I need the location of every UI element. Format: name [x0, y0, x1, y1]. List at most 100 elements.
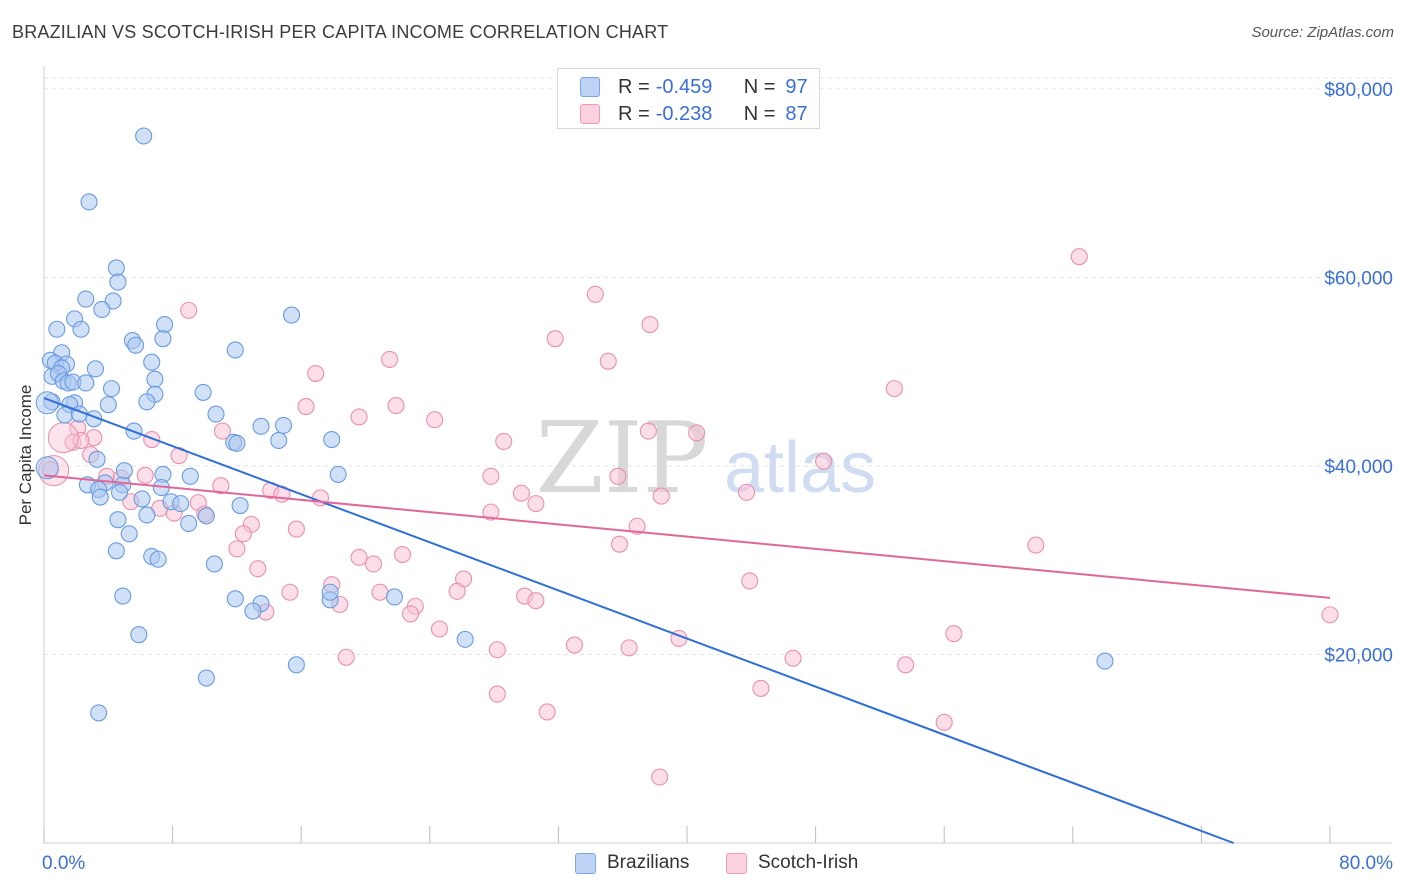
legend-r-value: -0.238 [655, 102, 713, 125]
scotch-irish-point [495, 432, 513, 450]
y-tick-label: $20,000 [1324, 645, 1393, 666]
y-tick-label: $40,000 [1324, 457, 1393, 478]
brazilian-points [35, 127, 1114, 722]
scotch-irish-point [482, 467, 500, 485]
series-legend-scotch-irish: Scotch-Irish [726, 852, 858, 874]
legend-n-label: N = [743, 75, 776, 98]
scotch-irish-point [249, 560, 267, 578]
brazilian-point [270, 431, 288, 450]
brazilian-point [80, 193, 98, 211]
brazilian-point [329, 465, 347, 483]
scotch-irish-point [350, 548, 368, 566]
legend-swatch-brazilians [580, 77, 600, 97]
scotch-irish-point [784, 649, 802, 667]
brazilian-point [88, 450, 106, 468]
grid-lines [44, 77, 1392, 655]
brazilian-point [138, 393, 156, 411]
scotch-irish-point [426, 411, 444, 429]
series-legend-brazilians: Brazilians [575, 852, 689, 874]
brazilian-point [120, 525, 138, 543]
scotch-irish-point [228, 540, 246, 558]
brazilian-point [181, 467, 199, 485]
brazilian-point [180, 514, 198, 532]
scotch-irish-point [136, 466, 154, 484]
brazilian-point [156, 315, 174, 334]
scotch-irish-point [599, 352, 617, 370]
legend-n-value: 87 [785, 102, 808, 125]
scotch-irish-point [1321, 606, 1339, 624]
scotch-irish-point [641, 315, 659, 334]
brazilian-point [226, 590, 244, 608]
scotch-irish-point [609, 467, 627, 485]
brazilian-point [99, 396, 117, 414]
brazilian-point [111, 483, 129, 501]
legend-n-value: 97 [785, 75, 808, 98]
brazilian-point [172, 495, 190, 513]
scotch-irish-point [935, 713, 953, 731]
scotch-irish-point [364, 555, 383, 573]
brazilian-point [323, 430, 341, 449]
brazilian-point [149, 550, 167, 568]
brazilian-point [127, 336, 145, 354]
brazilian-point [48, 320, 66, 338]
scotch-irish-point [482, 503, 500, 521]
tick-labels: $20,000 $40,000 $60,000 $80,000 0.0% 80.0% [42, 80, 1393, 874]
legend-n-label: N = [743, 102, 776, 125]
brazilian-point [109, 511, 127, 529]
series-legend-label: Scotch-Irish [758, 852, 859, 873]
brazilian-point [133, 490, 151, 508]
brazilian-point [109, 273, 127, 291]
brazilian-point [456, 630, 474, 648]
scotch-irish-point [234, 525, 252, 543]
brazilian-point [107, 259, 125, 277]
brazilian-point [283, 306, 301, 324]
axes [43, 66, 1392, 844]
watermark: ZIP atlas [536, 402, 876, 516]
scotch-irish-point [538, 703, 556, 721]
scotch-irish-point [897, 656, 915, 674]
brazilian-point [130, 626, 148, 644]
scotch-irish-point [350, 408, 368, 426]
scotch-irish-point [815, 452, 833, 470]
series-legend: Brazilians Scotch-Irish [0, 852, 1406, 878]
watermark-zip: ZIP [536, 402, 709, 516]
scotch-irish-point [287, 520, 305, 538]
legend-swatch-scotch-irish [580, 104, 600, 124]
correlation-legend: R = -0.459 N = 97 R = -0.238 N = 87 [557, 68, 820, 129]
trend-lines [43, 397, 1331, 844]
scotch-irish-point [741, 572, 759, 590]
scotch-irish-points [38, 248, 1339, 786]
brazilian-point [138, 506, 156, 524]
scotch-irish-point [527, 495, 545, 513]
x-tick-label-max: 80.0% [1339, 853, 1393, 874]
brazilian-point [197, 669, 215, 687]
brazilian-point [56, 406, 74, 424]
scotch-irish-point [430, 620, 448, 638]
scotch-irish-point [639, 422, 657, 440]
brazilian-point [102, 380, 121, 398]
legend-r-value: -0.459 [655, 75, 713, 98]
brazilian-point [1096, 652, 1114, 670]
scotch-irish-trend-line [43, 474, 1331, 599]
scotch-irish-point [885, 380, 903, 398]
y-tick-label: $80,000 [1324, 80, 1393, 101]
brazilian-point [72, 320, 90, 338]
brazilian-point [385, 588, 403, 606]
scotch-irish-point [651, 768, 669, 786]
scotch-irish-point [620, 639, 638, 657]
y-tick-label: $60,000 [1324, 268, 1393, 289]
scotch-irish-point [565, 636, 584, 654]
scotch-irish-point [1027, 536, 1045, 554]
brazilian-point [207, 405, 225, 423]
y-axis-label: Per Capita Income [16, 384, 35, 526]
brazilian-point [252, 417, 270, 435]
scotch-irish-point [488, 641, 506, 659]
scotch-irish-point [387, 397, 405, 415]
brazilian-point [287, 656, 305, 674]
brazilian-point [86, 360, 104, 378]
scotch-irish-point [586, 285, 604, 303]
brazilian-point [91, 488, 109, 506]
series-swatch-brazilians [575, 852, 596, 874]
brazilian-point [93, 300, 111, 318]
